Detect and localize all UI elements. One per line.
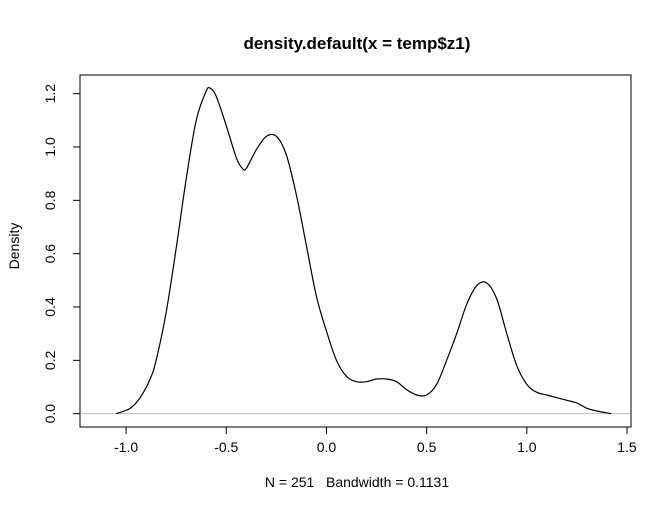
y-tick-label: 0.2 bbox=[42, 350, 58, 370]
plot-frame bbox=[79, 74, 632, 428]
y-axis: 0.0 0.2 0.4 0.6 0.8 1.0 1.2 bbox=[42, 84, 81, 424]
x-tick-label: 1.5 bbox=[617, 439, 637, 455]
x-tick-label: 0.5 bbox=[417, 439, 437, 455]
x-axis-label: N = 251 Bandwidth = 0.1131 bbox=[265, 474, 449, 490]
y-tick-label: 0.8 bbox=[42, 190, 58, 210]
y-tick-label: 0.0 bbox=[42, 404, 58, 424]
x-tick-label: -0.5 bbox=[214, 439, 238, 455]
x-tick-label: 0.0 bbox=[317, 439, 337, 455]
x-tick-label: 1.0 bbox=[517, 439, 537, 455]
x-tick-label: -1.0 bbox=[114, 439, 138, 455]
chart-title: density.default(x = temp$z1) bbox=[244, 34, 471, 53]
y-tick-label: 1.0 bbox=[42, 137, 58, 157]
y-axis-label: Density bbox=[6, 223, 22, 270]
y-tick-label: 0.6 bbox=[42, 244, 58, 264]
y-tick-label: 1.2 bbox=[42, 84, 58, 104]
density-curve bbox=[115, 86, 612, 415]
x-axis: -1.0 -0.5 0.0 0.5 1.0 1.5 bbox=[114, 426, 637, 455]
y-tick-label: 0.4 bbox=[42, 297, 58, 317]
